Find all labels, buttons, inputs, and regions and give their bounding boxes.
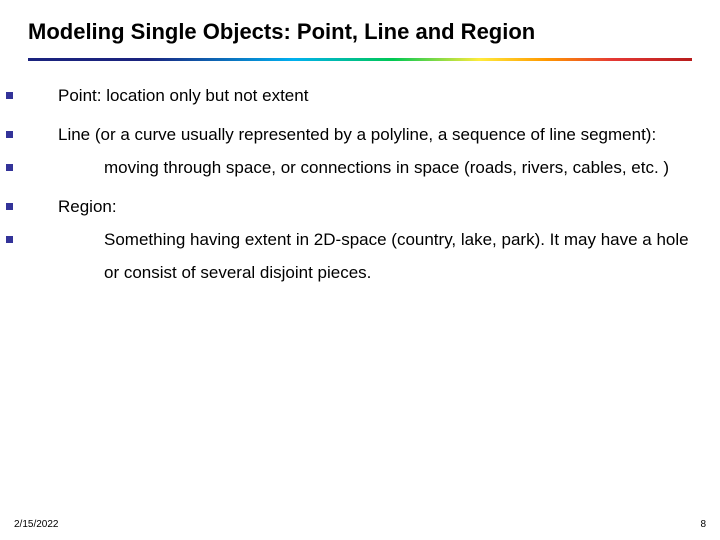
slide: Modeling Single Objects: Point, Line and… bbox=[0, 0, 720, 540]
title-rule bbox=[28, 58, 692, 61]
bullet-icon bbox=[6, 236, 13, 243]
list-item-text: Point: location only but not extent bbox=[58, 86, 308, 105]
list-item-text: Region: bbox=[58, 197, 117, 216]
slide-content: Point: location only but not extent Line… bbox=[28, 79, 692, 290]
footer-date: 2/15/2022 bbox=[14, 519, 59, 530]
bullet-icon bbox=[6, 92, 13, 99]
list-item-text: moving through space, or connections in … bbox=[104, 158, 669, 177]
bullet-icon bbox=[6, 131, 13, 138]
list-item: moving through space, or connections in … bbox=[28, 151, 692, 184]
list-item: Region: bbox=[28, 190, 692, 223]
list-item: Line (or a curve usually represented by … bbox=[28, 118, 692, 151]
list-item: Point: location only but not extent bbox=[28, 79, 692, 112]
list-item: Something having extent in 2D-space (cou… bbox=[28, 223, 692, 289]
list-item-text: Line (or a curve usually represented by … bbox=[58, 125, 656, 144]
footer-page-number: 8 bbox=[700, 519, 706, 530]
bullet-icon bbox=[6, 203, 13, 210]
bullet-icon bbox=[6, 164, 13, 171]
list-item-text: Something having extent in 2D-space (cou… bbox=[104, 230, 689, 282]
slide-title: Modeling Single Objects: Point, Line and… bbox=[28, 18, 692, 46]
